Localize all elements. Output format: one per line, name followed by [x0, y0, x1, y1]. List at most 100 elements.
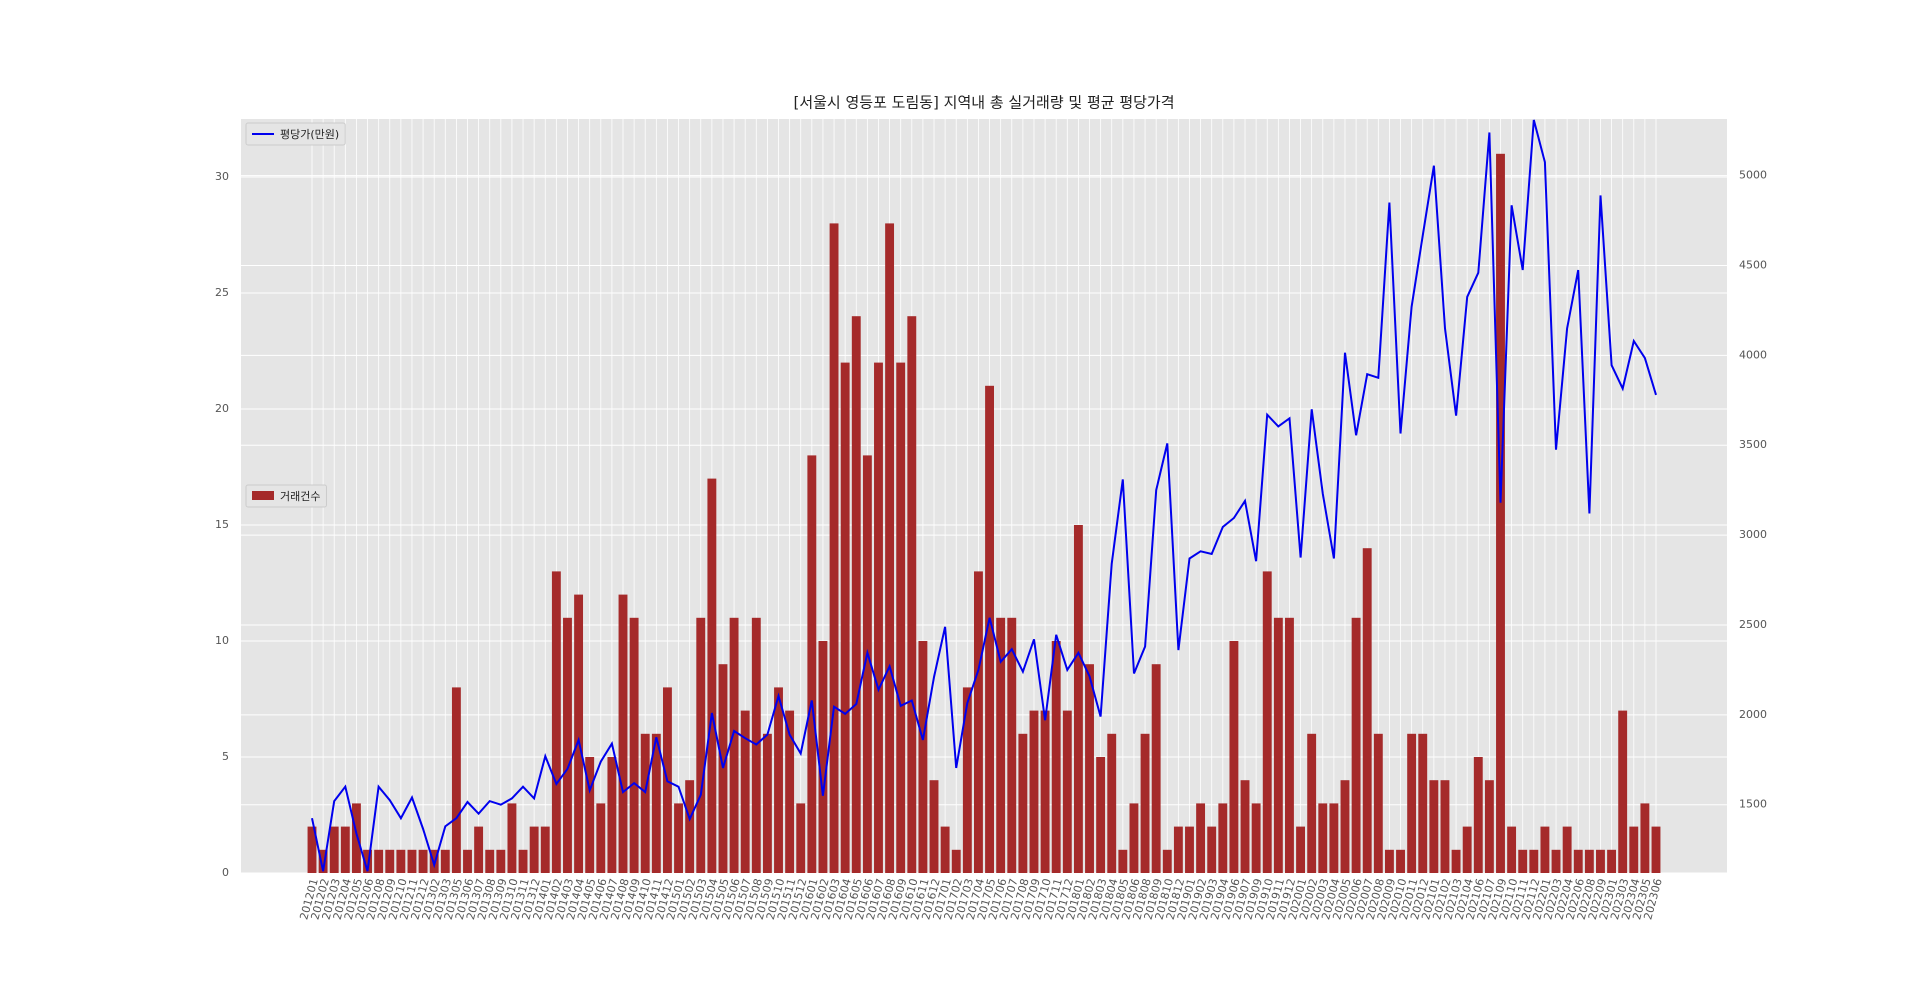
y-tick-label: 5 [222, 750, 229, 763]
bar [1251, 803, 1261, 873]
y-tick-label: 15 [215, 518, 229, 531]
bar [1496, 153, 1505, 874]
bar [1285, 617, 1294, 873]
lines [311, 119, 1657, 872]
bar [307, 826, 317, 873]
bar [1440, 780, 1450, 873]
bar [574, 594, 584, 873]
y-tick-label: 30 [215, 170, 229, 183]
bar [385, 849, 395, 873]
bar [907, 316, 917, 873]
bar [485, 849, 495, 873]
bar [1118, 849, 1128, 873]
bar [1373, 733, 1383, 873]
bar [396, 849, 406, 873]
bar [796, 803, 806, 873]
y2-tick-label: 2000 [1739, 708, 1767, 721]
bar [740, 710, 750, 873]
y2-tick-label: 3000 [1739, 528, 1767, 541]
bar [874, 362, 883, 873]
grid [241, 119, 1727, 874]
bar [1229, 641, 1239, 873]
bar [1096, 757, 1106, 873]
labels: 0 5 10 15 20 25 30 1500 2000 2500 3000 3500 4000 4500… [215, 169, 1767, 922]
bar [829, 223, 839, 873]
legend-label: 평당가(만원) [280, 128, 339, 141]
bar [1085, 664, 1094, 873]
bar [1307, 733, 1317, 873]
bar [1529, 849, 1539, 873]
bar [474, 826, 484, 873]
bar [1518, 849, 1528, 873]
bar [1462, 826, 1472, 873]
bar [507, 803, 517, 873]
bar [374, 849, 384, 873]
bar [818, 641, 828, 873]
bar [1629, 826, 1639, 873]
bar [1007, 617, 1017, 873]
bar [1140, 733, 1150, 873]
bar [1540, 826, 1550, 873]
bar [1640, 803, 1650, 873]
bar [640, 733, 650, 873]
bar [363, 849, 372, 873]
bar [1551, 849, 1561, 873]
bar [729, 617, 739, 873]
bar [985, 385, 994, 873]
bar [1351, 617, 1361, 873]
bar [807, 455, 817, 873]
bar [329, 826, 339, 873]
bar [407, 849, 417, 873]
bar [1218, 803, 1228, 873]
bar [1273, 617, 1283, 873]
bar [1162, 849, 1172, 873]
legend-box [245, 122, 346, 146]
bar [1262, 571, 1272, 873]
bar [674, 803, 683, 873]
bar [951, 849, 961, 873]
bar [1062, 710, 1072, 873]
legend-label: 거래건수 [280, 490, 320, 503]
bar [840, 362, 850, 873]
bar [1451, 849, 1461, 873]
bar [785, 710, 795, 873]
bar [896, 362, 906, 873]
line [311, 119, 1657, 872]
bar [1418, 733, 1428, 873]
y-tick-label: 25 [215, 286, 229, 299]
bar [607, 757, 617, 873]
bar [885, 223, 895, 873]
bar [962, 687, 972, 873]
bar [1362, 548, 1372, 873]
bar [696, 617, 706, 873]
y2-tick-label: 3500 [1739, 438, 1767, 451]
bar [1318, 803, 1328, 873]
bar [440, 849, 450, 873]
bar [1596, 849, 1605, 873]
bar [774, 687, 783, 873]
bar [1429, 780, 1439, 873]
bar [529, 826, 539, 873]
bar [1040, 710, 1050, 873]
bar [1507, 826, 1517, 873]
bar [629, 617, 639, 873]
bar [1196, 803, 1206, 873]
legend: 거래건수 [245, 484, 327, 508]
bar [351, 803, 361, 873]
legend-box [245, 484, 327, 508]
bar [618, 594, 628, 873]
bar [1651, 826, 1661, 873]
bar [418, 849, 428, 873]
bar [540, 826, 550, 873]
bar [1107, 733, 1117, 873]
bar [1340, 780, 1350, 873]
bar [718, 664, 728, 873]
bar [1029, 710, 1039, 873]
bar [851, 316, 861, 873]
legend: 평당가(만원) [245, 122, 346, 146]
bar [1384, 849, 1394, 873]
y-tick-label: 0 [222, 866, 229, 879]
bar [1151, 664, 1161, 873]
bar [1173, 826, 1183, 873]
bar [1185, 826, 1194, 873]
